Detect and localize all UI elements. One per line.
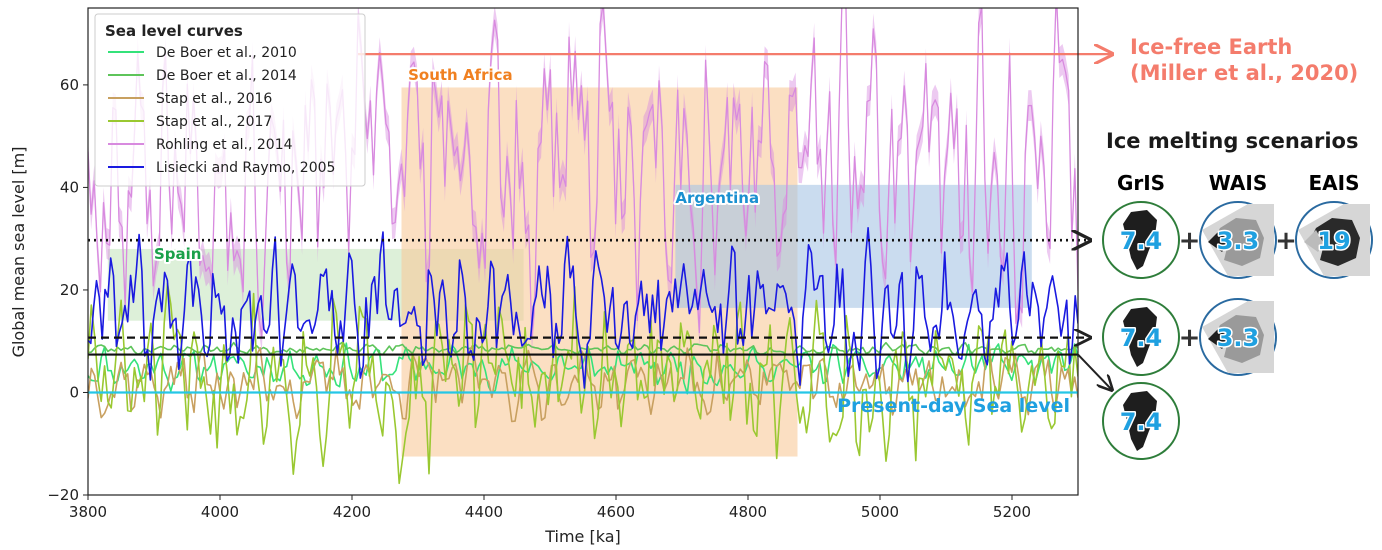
legend-title: Sea level curves [105, 22, 243, 40]
legend-entry: Stap et al., 2017 [156, 114, 272, 130]
scenario-circle-gris: 7.4 [1102, 201, 1180, 279]
scenarios-title: Ice melting scenarios [1106, 129, 1358, 153]
y-tick-label: 40 [60, 178, 79, 196]
scenario-value: 3.3 [1217, 227, 1260, 255]
y-tick-label: 20 [60, 281, 79, 299]
scenario-value: 7.4 [1120, 408, 1163, 436]
reference-lines [88, 54, 1112, 394]
scenario-value: 3.3 [1217, 324, 1260, 352]
x-tick-label: 5200 [993, 503, 1031, 521]
header-gris: GrIS [1117, 171, 1165, 195]
scenario-value: 19 [1317, 227, 1350, 255]
scenario-circle-gris: 7.4 [1102, 298, 1180, 376]
x-tick-label: 4600 [597, 503, 635, 521]
present-day-label: Present-day Sea level [837, 395, 1070, 417]
region-label-argentina: Argentina [675, 189, 759, 207]
scenario-circle-wais: 3.3 [1199, 298, 1277, 376]
x-tick-label: 5000 [861, 503, 899, 521]
scenario-circle-eais: 19 [1295, 201, 1373, 279]
scenario-circle-gris: 7.4 [1102, 382, 1180, 460]
region-label-south-africa: South Africa [408, 66, 513, 84]
y-tick-label: 0 [69, 383, 79, 401]
greenland-shape [1123, 210, 1157, 270]
header-eais: EAIS [1309, 171, 1360, 195]
plus-sign: + [1275, 226, 1297, 256]
y-tick-label: 60 [60, 76, 79, 94]
region-label-spain: Spain [154, 245, 201, 263]
gris-arrow [1077, 353, 1112, 390]
legend-entry: Rohling et al., 2014 [156, 137, 293, 153]
x-axis-ticks: 3800 4000 4200 4400 4600 4800 5000 5200 [69, 495, 1031, 521]
west-antarctica-shape [1208, 230, 1228, 252]
scenario-rows: 7.4 3.3 + 19 +7.4 3.3 +7.4 [1102, 201, 1373, 460]
header-wais: WAIS [1209, 171, 1268, 195]
x-tick-label: 4000 [201, 503, 239, 521]
antarctica-shape [1216, 218, 1264, 266]
scenario-circle-wais: 3.3 [1199, 201, 1277, 279]
legend: Sea level curves De Boer et al., 2010 De … [94, 13, 366, 187]
region-labels: Spain South Africa Argentina [152, 64, 761, 265]
scenario-value: 7.4 [1120, 324, 1163, 352]
antarctica-shape [1216, 315, 1264, 363]
x-tick-label: 3800 [69, 503, 107, 521]
plus-sign: + [1179, 226, 1201, 256]
series-line-stap-et-al-2017 [88, 282, 1078, 485]
scenario-row: 7.4 [1102, 382, 1180, 460]
x-tick-label: 4400 [465, 503, 503, 521]
legend-entry: Stap et al., 2016 [156, 91, 272, 107]
y-axis-ticks: −20 0 20 40 60 [47, 76, 88, 504]
plus-sign: + [1179, 323, 1201, 353]
x-axis-title: Time [ka] [544, 527, 621, 546]
series-line-lisiecki-and-raymo-2005 [88, 227, 1078, 389]
y-axis-title: Global mean sea level [m] [9, 147, 28, 358]
scenario-row: 7.4 3.3 + [1102, 298, 1277, 376]
greenland-shape [1123, 307, 1157, 367]
ice-melting-scenarios: Ice melting scenarios GrIS WAIS EAIS 7.4… [1102, 129, 1373, 460]
x-tick-label: 4800 [729, 503, 767, 521]
series-line-stap-et-al-2016 [88, 337, 1078, 423]
ice-free-annotation: Ice-free Earth (Miller et al., 2020) [1130, 35, 1358, 85]
legend-entry: Lisiecki and Raymo, 2005 [156, 160, 335, 176]
legend-entry: De Boer et al., 2014 [156, 68, 297, 84]
y-tick-label: −20 [47, 486, 79, 504]
scenario-row: 7.4 3.3 + 19 + [1102, 201, 1373, 279]
ice-free-label: Ice-free Earth [1130, 35, 1292, 59]
antarctica-shape [1312, 218, 1360, 266]
scenario-value: 7.4 [1120, 227, 1163, 255]
ice-free-citation: (Miller et al., 2020) [1130, 61, 1358, 85]
legend-entry: De Boer et al., 2010 [156, 45, 297, 61]
west-antarctica-shape [1304, 230, 1324, 252]
greenland-shape [1123, 391, 1157, 451]
west-antarctica-shape [1208, 327, 1228, 349]
legend-box [94, 13, 366, 187]
x-tick-label: 4200 [333, 503, 371, 521]
plot-frame [87, 7, 1079, 496]
